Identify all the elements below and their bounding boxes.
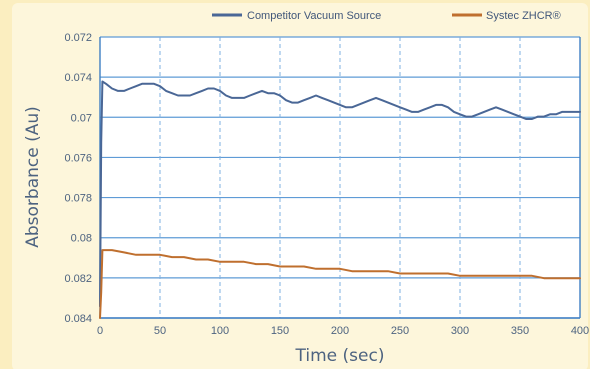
x-tick-label: 0 <box>97 325 103 337</box>
x-tick-label: 200 <box>331 325 349 337</box>
legend-label-competitor: Competitor Vacuum Source <box>247 10 381 22</box>
y-tick-label: 0.082 <box>64 273 92 285</box>
y-tick-label: 0.072 <box>64 32 92 44</box>
y-tick-labels: 0.072 0.074 0.07 0.076 0.078 0.08 0.082 0.084 <box>64 32 92 325</box>
y-tick-label: 0.078 <box>64 193 92 205</box>
y-tick-label: 0.084 <box>64 313 92 325</box>
series-lines <box>99 80 581 319</box>
x-axis-title: Time (sec) <box>295 346 385 366</box>
x-tick-labels: 0 50 100 150 200 250 300 350 400 <box>97 325 589 337</box>
x-tick-label: 350 <box>511 325 529 337</box>
x-tick-label: 50 <box>154 325 166 337</box>
x-tick-label: 100 <box>211 325 229 337</box>
series-line-competitor <box>99 80 581 308</box>
series-line-systec <box>99 249 581 319</box>
x-tick-label: 400 <box>571 325 589 337</box>
legend-label-systec: Systec ZHCR® <box>486 10 561 22</box>
x-tick-label: 250 <box>391 325 409 337</box>
y-tick-label: 0.076 <box>64 152 92 164</box>
x-tick-label: 300 <box>451 325 469 337</box>
legend: Competitor Vacuum Source Systec ZHCR® <box>212 10 561 22</box>
y-tick-label: 0.07 <box>71 112 92 124</box>
x-tick-label: 150 <box>271 325 289 337</box>
y-tick-label: 0.074 <box>64 72 92 84</box>
y-axis-title: Absorbance (Au) <box>23 106 43 248</box>
y-tick-label: 0.08 <box>71 233 92 245</box>
